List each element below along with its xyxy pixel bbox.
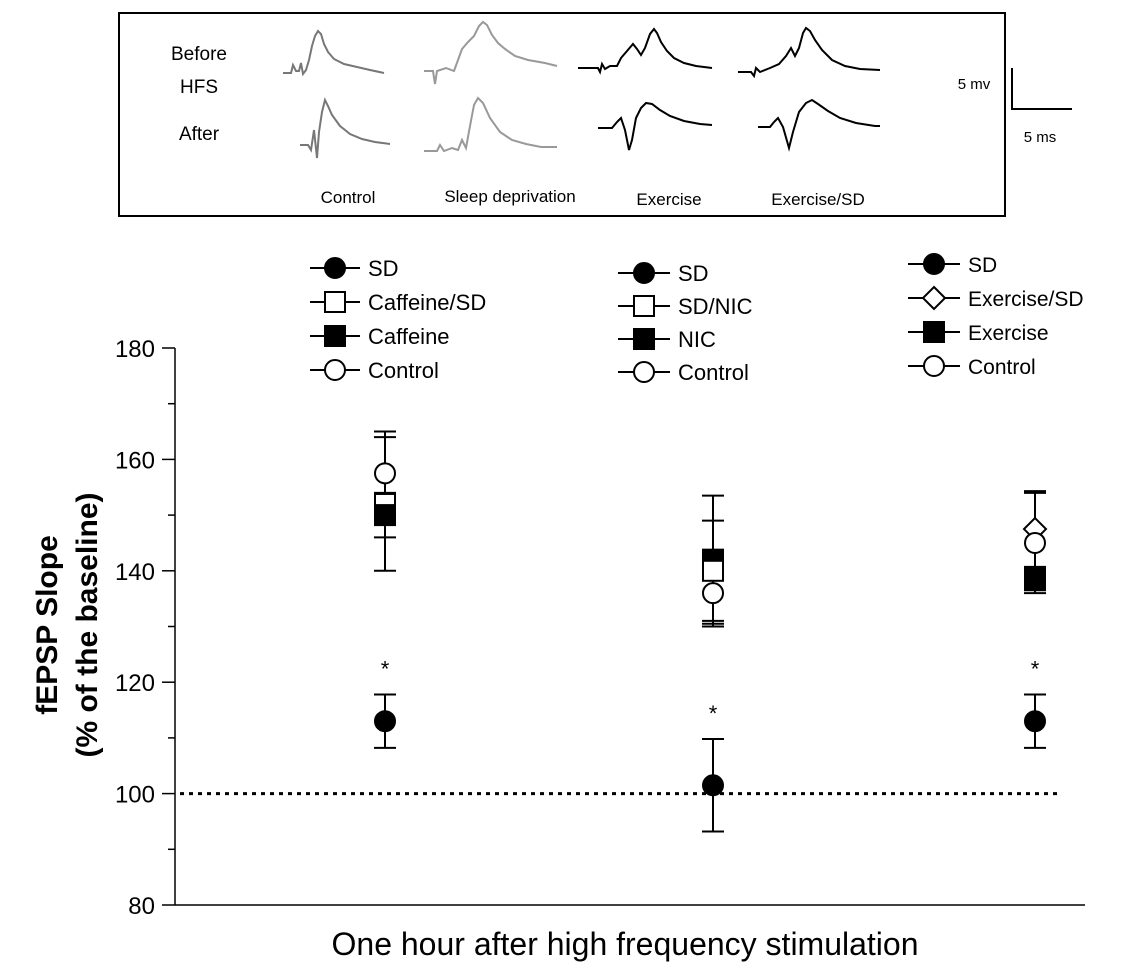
legend-label: SD xyxy=(368,256,399,281)
data-point-sd xyxy=(702,774,724,797)
significance-asterisk: * xyxy=(709,701,718,726)
legend-label: Control xyxy=(968,356,1036,379)
legend-label: SD/NIC xyxy=(678,294,753,319)
legend-label: SD xyxy=(968,254,997,277)
data-point-sd xyxy=(1024,710,1046,733)
legend-marker xyxy=(923,253,945,275)
legend-marker xyxy=(633,361,655,383)
data-point-control xyxy=(702,582,724,605)
legend-label: NIC xyxy=(678,327,716,352)
scale-time-label: 5 ms xyxy=(1024,129,1057,146)
legend-marker xyxy=(324,359,346,381)
legend-marker xyxy=(923,355,945,377)
legend-label: Control xyxy=(368,358,439,383)
y-tick-label: 180 xyxy=(115,336,155,363)
x-axis-label: One hour after high frequency stimulatio… xyxy=(332,926,919,962)
inset-border xyxy=(118,12,1006,217)
legend-marker xyxy=(324,257,346,279)
row-label-before: Before xyxy=(171,44,227,65)
legend-label: Exercise/SD xyxy=(968,288,1084,311)
data-point-sd xyxy=(374,710,396,733)
condition-label-control: Control xyxy=(321,188,376,207)
legend-label: Caffeine/SD xyxy=(368,290,486,315)
scale-bar xyxy=(1011,68,1072,110)
legend-marker xyxy=(324,291,346,313)
data-point-control xyxy=(374,462,396,485)
legend-label: Exercise xyxy=(968,322,1049,345)
trace-exercise-before xyxy=(578,27,713,75)
legend-marker xyxy=(633,328,655,350)
legend-marker xyxy=(633,262,655,284)
y-tick-label: 140 xyxy=(115,559,155,586)
legend-label: SD xyxy=(678,261,709,286)
condition-label-exercise: Exercise xyxy=(636,190,701,209)
trace-sleep-after xyxy=(424,96,557,153)
scale-voltage-label: 5 mv xyxy=(958,76,991,93)
inset-panel: Before HFS After 5 mv 5 ms Control Sleep… xyxy=(118,12,1072,217)
data-point-sd-nic xyxy=(702,559,724,582)
data-point-caffeine xyxy=(374,504,396,527)
condition-label-exercise-sd: Exercise/SD xyxy=(771,190,865,209)
data-point-exercise xyxy=(1024,568,1046,591)
trace-control-after xyxy=(300,97,391,159)
data-point-control xyxy=(1024,531,1046,554)
legend-marker xyxy=(921,285,947,311)
y-tick-label: 120 xyxy=(115,670,155,697)
y-tick-label: 100 xyxy=(115,782,155,809)
y-tick-label: 80 xyxy=(128,893,155,920)
legend-label: Control xyxy=(678,360,749,385)
legend-marker xyxy=(633,295,655,317)
condition-label-sleep: Sleep deprivation xyxy=(444,187,575,206)
trace-exd-before xyxy=(738,26,881,79)
legend-marker xyxy=(923,321,945,343)
y-axis-label-line-2: (% of the baseline) xyxy=(71,492,104,757)
legend-label: Caffeine xyxy=(368,324,450,349)
trace-sleep-before xyxy=(424,20,558,85)
row-label-after: After xyxy=(179,124,220,145)
trace-control-before xyxy=(283,29,385,77)
y-ticks: 80 100 120 140 160 180 xyxy=(115,336,175,920)
legend-marker xyxy=(324,325,346,347)
legends: SD Caffeine/SD Caffeine Control SD SD/NIC NIC C… xyxy=(310,253,1084,385)
y-tick-label: 160 xyxy=(115,447,155,474)
trace-exd-after xyxy=(758,98,880,152)
y-axis-label-line-1: fEPSP Slope xyxy=(31,535,64,715)
data-points: * * * xyxy=(374,430,1048,833)
plot-area: 80 100 120 140 160 180 * * * fEPSP Slope (% of … xyxy=(31,336,1085,962)
significance-asterisk: * xyxy=(1031,656,1040,681)
row-label-hfs: HFS xyxy=(180,77,218,98)
trace-exercise-after xyxy=(598,101,713,151)
significance-asterisk: * xyxy=(381,656,390,681)
